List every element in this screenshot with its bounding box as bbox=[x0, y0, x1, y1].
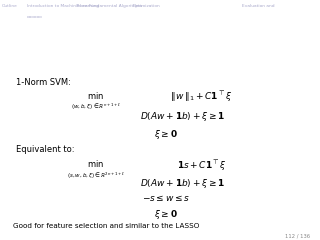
Text: $(s,w,b,\xi)\in\mathbb{R}^{2n+1+\ell}$: $(s,w,b,\xi)\in\mathbb{R}^{2n+1+\ell}$ bbox=[67, 170, 125, 180]
Text: $(w,b,\xi)\in\mathbb{R}^{n+1+\ell}$: $(w,b,\xi)\in\mathbb{R}^{n+1+\ell}$ bbox=[71, 102, 121, 112]
Text: $\xi \geq \mathbf{0}$: $\xi \geq \mathbf{0}$ bbox=[155, 208, 178, 221]
Text: $\|\, w\,\|_1 + C\mathbf{1}^\top\xi$: $\|\, w\,\|_1 + C\mathbf{1}^\top\xi$ bbox=[170, 90, 233, 104]
Text: Introduction to Machine Learning: Introduction to Machine Learning bbox=[27, 4, 99, 8]
Text: Equivalent to:: Equivalent to: bbox=[16, 145, 75, 154]
Text: (Different Measure of Margin): (Different Measure of Margin) bbox=[8, 48, 208, 61]
Text: $\xi \geq \mathbf{0}$: $\xi \geq \mathbf{0}$ bbox=[155, 128, 178, 141]
Text: oooooo: oooooo bbox=[27, 15, 43, 19]
Text: Three Fundamental Algorithms: Three Fundamental Algorithms bbox=[75, 4, 143, 8]
Text: Optimization: Optimization bbox=[133, 4, 161, 8]
Text: $\min$: $\min$ bbox=[87, 90, 105, 101]
Text: Support Vector Machine: Support Vector Machine bbox=[173, 4, 232, 8]
Text: Outline: Outline bbox=[2, 4, 18, 8]
Text: $\mathbf{1}s + C\mathbf{1}^\top\xi$: $\mathbf{1}s + C\mathbf{1}^\top\xi$ bbox=[177, 158, 227, 173]
Text: $D(Aw + \mathbf{1}b) + \xi \geq \mathbf{1}$: $D(Aw + \mathbf{1}b) + \xi \geq \mathbf{… bbox=[140, 177, 225, 190]
Text: 1-Norm SVM: 1-Norm SVM bbox=[8, 27, 91, 40]
Text: Evaluation and: Evaluation and bbox=[242, 4, 274, 8]
Text: $\min$: $\min$ bbox=[87, 158, 105, 169]
Text: Good for feature selection and similar to the LASSO: Good for feature selection and similar t… bbox=[13, 223, 199, 229]
Text: $-s \leq w \leq s$: $-s \leq w \leq s$ bbox=[142, 193, 190, 203]
Text: 112 / 136: 112 / 136 bbox=[285, 233, 310, 238]
Text: $D(Aw + \mathbf{1}b) + \xi \geq \mathbf{1}$: $D(Aw + \mathbf{1}b) + \xi \geq \mathbf{… bbox=[140, 110, 225, 123]
Text: 1-Norm SVM:: 1-Norm SVM: bbox=[16, 78, 71, 87]
